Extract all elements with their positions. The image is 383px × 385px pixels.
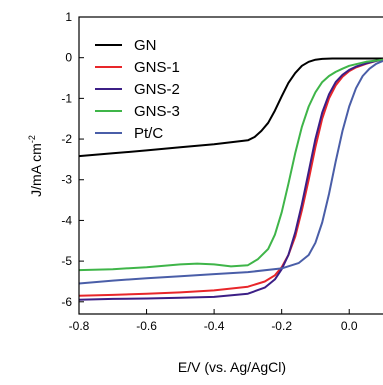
- y-tick-label: -5: [61, 254, 72, 268]
- x-tick-label: -0.6: [136, 319, 157, 333]
- y-tick-label: -6: [61, 295, 72, 309]
- x-axis-title: E/V (vs. Ag/AgCl): [178, 359, 286, 375]
- y-tick-label: 0: [65, 51, 72, 65]
- x-tick-label: -0.4: [204, 319, 225, 333]
- legend-label: Pt/C: [134, 125, 163, 142]
- x-tick-label: -0.2: [271, 319, 292, 333]
- legend-label: GNS-3: [134, 103, 180, 120]
- legend: GN GNS-1 GNS-2 GNS-3 Pt/C: [95, 37, 180, 142]
- legend-label: GNS-2: [134, 81, 180, 98]
- series-line-gns-1: [78, 58, 383, 297]
- series-line-pt-c: [78, 59, 383, 285]
- y-axis-title-superscript: -2: [27, 135, 37, 143]
- ticks-layer: -0.8 -0.6 -0.4 -0.2 0.0 1 0 -1 -2 -3 -4 -5 -6: [61, 10, 358, 333]
- series-line-gns-3: [78, 58, 383, 272]
- plot-frame: [78, 16, 383, 315]
- y-axis-title: J/mA cm-2: [27, 135, 44, 197]
- x-tick-label: -0.8: [69, 319, 90, 333]
- y-tick-label: 1: [65, 10, 72, 24]
- legend-label: GNS-1: [134, 59, 180, 76]
- series-line-gn: [78, 57, 383, 158]
- series-layer: [78, 57, 383, 301]
- x-tick-label: 0.0: [341, 319, 358, 333]
- y-axis-title-base: J/mA cm: [28, 143, 44, 197]
- y-tick-label: -4: [61, 213, 72, 227]
- series-line-gns-2: [78, 58, 383, 301]
- y-tick-label: -3: [61, 173, 72, 187]
- y-tick-label: -1: [61, 91, 72, 105]
- legend-label: GN: [134, 37, 157, 54]
- y-tick-label: -2: [61, 132, 72, 146]
